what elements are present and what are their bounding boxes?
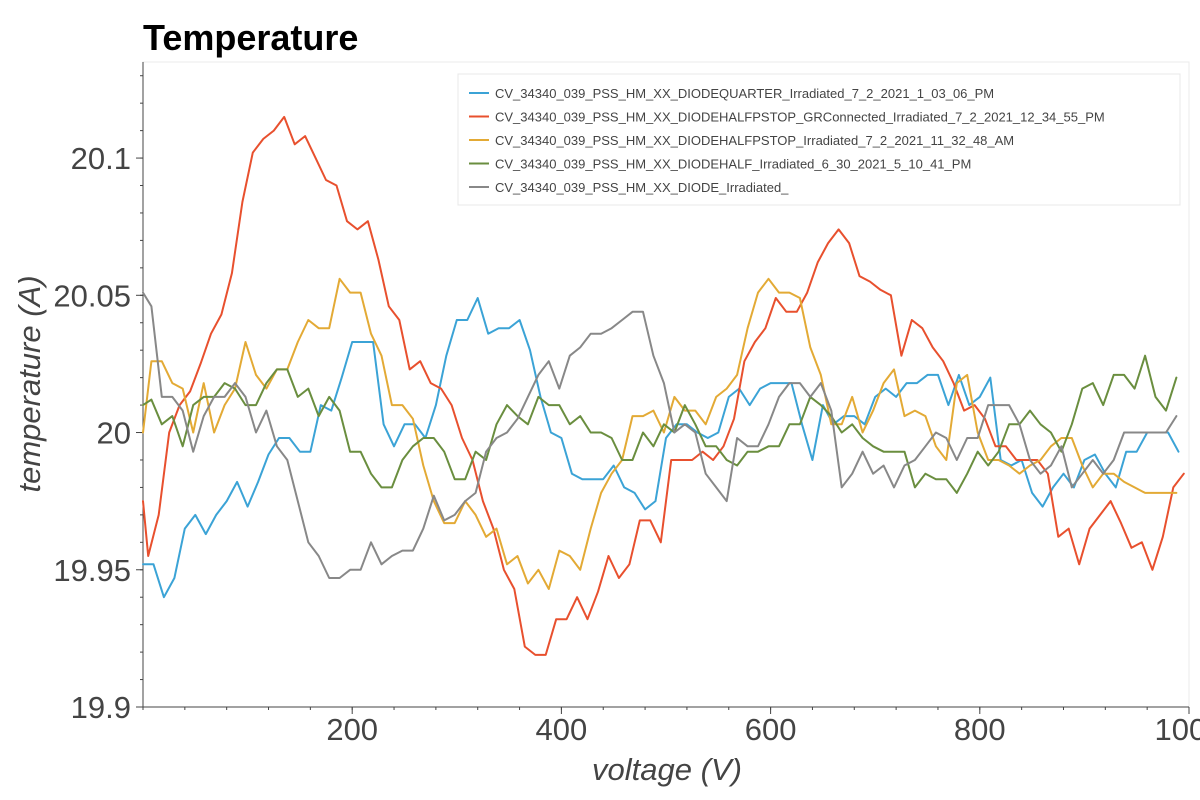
chart-title: Temperature (143, 17, 358, 58)
legend-entry-5: CV_34340_039_PSS_HM_XX_DIODE_Irradiated_ (495, 180, 789, 195)
legend-entry-4: CV_34340_039_PSS_HM_XX_DIODEHALF_Irradia… (495, 157, 971, 172)
x-tick-label: 400 (536, 712, 588, 747)
series-line-5 (142, 291, 1178, 579)
y-tick-label: 19.9 (71, 690, 131, 725)
y-tick-label: 20.1 (71, 141, 131, 176)
x-axis-label: voltage (V) (592, 752, 742, 787)
series-line-2 (142, 115, 1185, 656)
y-tick-label: 19.95 (53, 553, 131, 588)
x-axis-ticks: 200 400 600 800 1000 (142, 707, 1200, 747)
series-line-3 (142, 277, 1178, 590)
legend-entry-1: CV_34340_039_PSS_HM_XX_DIODEQUARTER_Irra… (495, 86, 994, 101)
y-axis-label: temperature (A) (12, 275, 47, 492)
x-tick-label: 1000 (1155, 712, 1200, 747)
y-tick-label: 20 (97, 416, 131, 451)
legend-entry-2: CV_34340_039_PSS_HM_XX_DIODEHALFPSTOP_GR… (495, 110, 1105, 125)
series-line-4 (142, 354, 1178, 494)
x-tick-label: 800 (954, 712, 1006, 747)
legend-entry-3: CV_34340_039_PSS_HM_XX_DIODEHALFPSTOP_Ir… (495, 133, 1014, 148)
legend: CV_34340_039_PSS_HM_XX_DIODEQUARTER_Irra… (457, 73, 1181, 206)
plot-area: 19.9 19.95 20 20.05 20.1 200 400 600 800 1000 (53, 61, 1200, 747)
legend-frame (457, 73, 1181, 206)
y-tick-label: 20.05 (53, 278, 131, 313)
series-layer (142, 115, 1185, 656)
x-tick-label: 200 (326, 712, 378, 747)
y-axis-ticks: 19.9 19.95 20 20.05 20.1 (53, 75, 143, 725)
x-tick-label: 600 (745, 712, 797, 747)
